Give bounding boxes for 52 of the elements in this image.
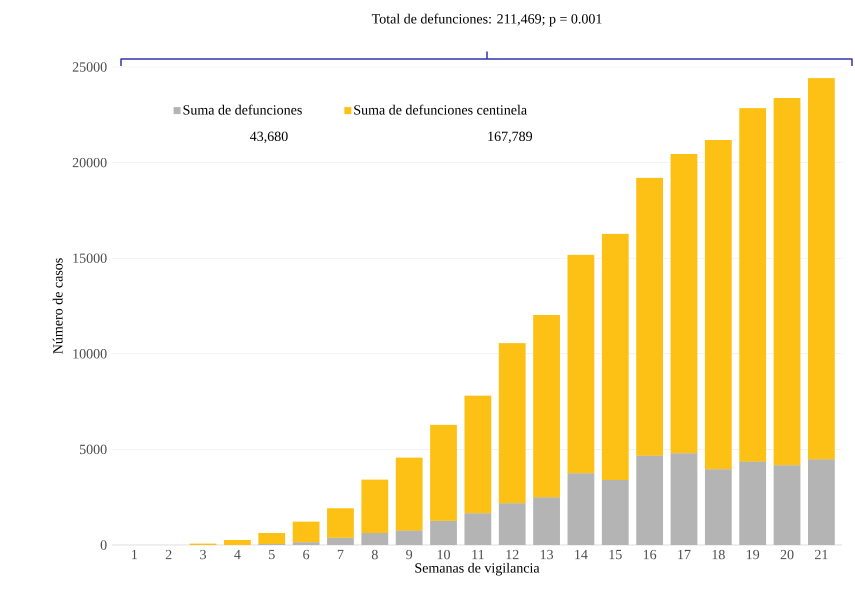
bar xyxy=(568,254,594,474)
x-tick-label: 19 xyxy=(746,550,760,560)
x-axis-title: Semanas de vigilancia xyxy=(415,562,540,576)
x-tick-label: 4 xyxy=(234,550,241,560)
annotation: 43,680 xyxy=(250,132,288,144)
x-tick-label: 8 xyxy=(372,550,378,560)
x-tick-label: 16 xyxy=(644,550,656,560)
x-tick-label: 9 xyxy=(406,550,412,560)
x-tick-label: 20 xyxy=(780,550,794,560)
x-tick-label: 11 xyxy=(472,550,484,560)
x-tick-label: 2 xyxy=(166,550,172,560)
legend-label: Suma de defunciones centinela xyxy=(354,104,527,115)
bar xyxy=(670,154,698,454)
bar xyxy=(636,178,664,456)
y-tick-label: 10000 xyxy=(73,349,107,359)
text: Total de defunciones: 211,469; p = 0.001 xyxy=(372,14,602,26)
bar xyxy=(533,314,560,498)
x-tick-label: 10 xyxy=(438,550,450,560)
y-tick-label: 0 xyxy=(100,540,107,550)
x-tick-label: 6 xyxy=(303,550,310,560)
bar xyxy=(258,532,286,544)
y-tick-label: 15000 xyxy=(73,253,107,263)
bar xyxy=(498,343,526,504)
y-tick-label: 5000 xyxy=(80,444,107,454)
x-tick-label: 7 xyxy=(338,550,344,560)
y-tick-label: 25000 xyxy=(72,62,107,72)
y-axis-title: Número de casos xyxy=(52,258,63,354)
bar xyxy=(224,540,251,545)
x-tick-label: 14 xyxy=(575,550,588,560)
bar xyxy=(739,108,766,462)
x-tick-label: 18 xyxy=(712,550,725,560)
y-tick-label: 20000 xyxy=(72,158,107,168)
bar xyxy=(430,424,457,521)
x-tick-label: 17 xyxy=(678,550,691,560)
x-tick-label: 12 xyxy=(506,550,518,560)
annotation: 167,789 xyxy=(488,132,532,144)
legend-label: Suma de defunciones xyxy=(184,104,302,115)
bar xyxy=(327,508,354,538)
x-tick-label: 1 xyxy=(132,550,137,560)
x-tick-label: 15 xyxy=(610,550,622,560)
bar xyxy=(396,458,423,531)
bar xyxy=(361,480,388,533)
bar xyxy=(774,98,800,466)
bar xyxy=(808,78,835,460)
x-tick-label: 3 xyxy=(200,550,206,560)
bar xyxy=(464,396,492,514)
x-tick-label: 5 xyxy=(269,550,275,560)
x-tick-label: 13 xyxy=(540,550,554,560)
bar xyxy=(602,234,629,480)
bar xyxy=(292,522,320,542)
bar xyxy=(704,140,732,470)
x-tick-label: 21 xyxy=(815,550,828,560)
